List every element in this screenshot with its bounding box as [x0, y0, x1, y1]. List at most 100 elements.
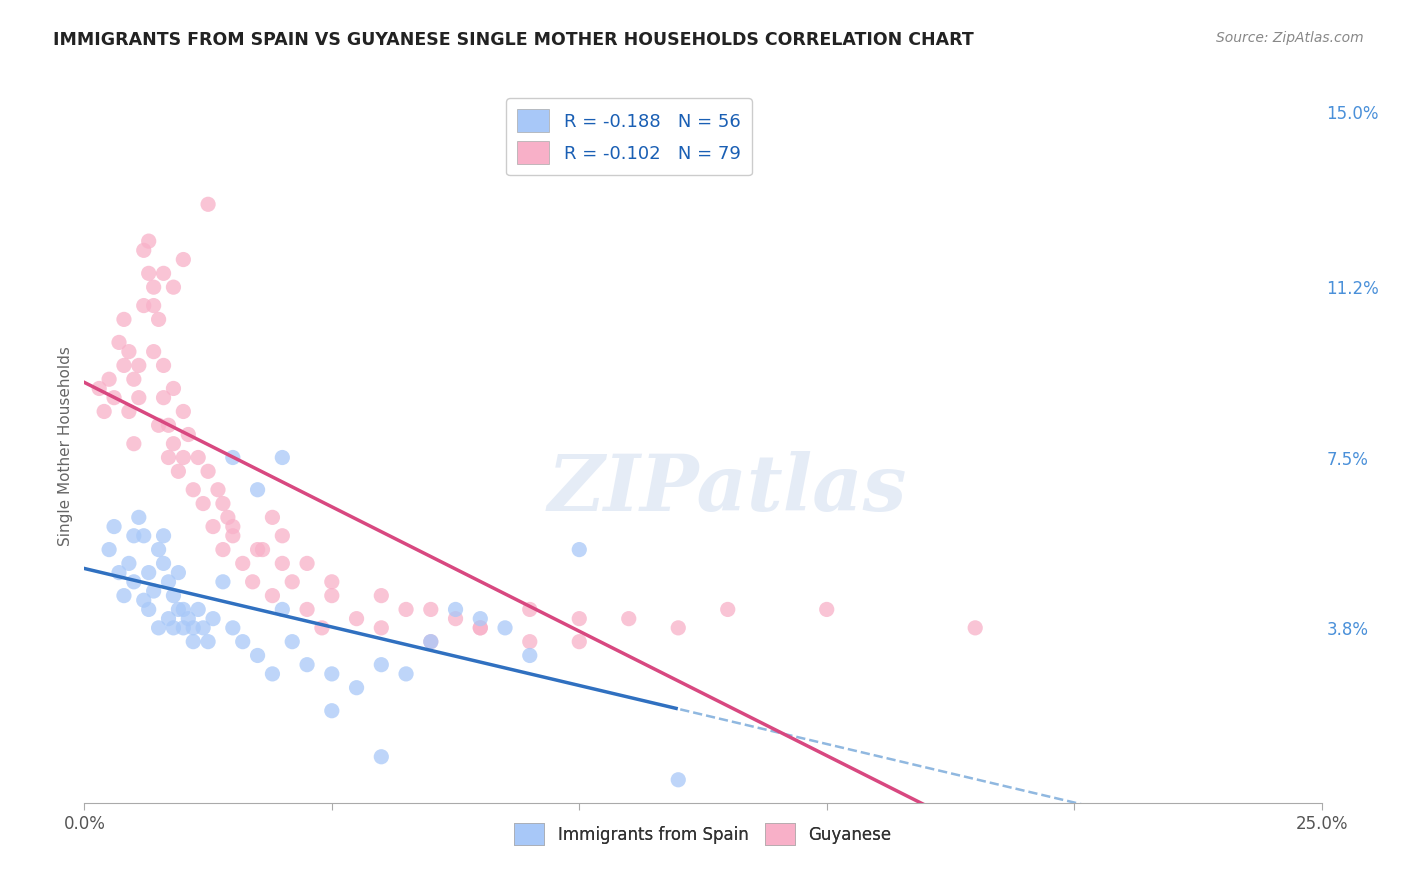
- Point: [142, 280, 165, 294]
- Point: [295, 557, 318, 571]
- Point: [162, 589, 184, 603]
- Point: [89, 381, 111, 395]
- Point: [232, 634, 254, 648]
- Point: [295, 602, 318, 616]
- Point: [262, 666, 284, 681]
- Point: [93, 404, 115, 418]
- Point: [246, 648, 269, 663]
- Point: [181, 483, 204, 497]
- Point: [191, 497, 214, 511]
- Point: [172, 621, 194, 635]
- Point: [568, 542, 591, 557]
- Point: [122, 574, 145, 589]
- Point: [281, 574, 304, 589]
- Point: [519, 602, 541, 616]
- Point: [191, 621, 214, 635]
- Point: [222, 529, 245, 543]
- Point: [252, 542, 274, 557]
- Point: [246, 483, 269, 497]
- Point: [157, 418, 180, 433]
- Point: [162, 621, 184, 635]
- Point: [138, 266, 160, 280]
- Point: [281, 634, 304, 648]
- Point: [162, 381, 184, 395]
- Point: [98, 372, 121, 386]
- Legend: Immigrants from Spain, Guyanese: Immigrants from Spain, Guyanese: [508, 817, 898, 852]
- Point: [132, 529, 155, 543]
- Point: [419, 634, 441, 648]
- Point: [666, 772, 689, 787]
- Point: [212, 542, 235, 557]
- Point: [181, 621, 204, 635]
- Point: [162, 280, 184, 294]
- Point: [132, 299, 155, 313]
- Text: Source: ZipAtlas.com: Source: ZipAtlas.com: [1216, 31, 1364, 45]
- Point: [444, 612, 467, 626]
- Point: [246, 542, 269, 557]
- Point: [142, 299, 165, 313]
- Point: [187, 602, 209, 616]
- Point: [202, 519, 225, 533]
- Point: [295, 657, 318, 672]
- Point: [148, 542, 170, 557]
- Point: [207, 483, 229, 497]
- Point: [172, 602, 194, 616]
- Point: [419, 602, 441, 616]
- Point: [142, 344, 165, 359]
- Point: [122, 372, 145, 386]
- Point: [717, 602, 740, 616]
- Point: [118, 344, 141, 359]
- Point: [103, 519, 125, 533]
- Point: [346, 612, 368, 626]
- Point: [112, 589, 135, 603]
- Point: [98, 542, 121, 557]
- Point: [370, 657, 392, 672]
- Point: [157, 450, 180, 465]
- Point: [419, 634, 441, 648]
- Point: [122, 529, 145, 543]
- Point: [815, 602, 838, 616]
- Point: [142, 584, 165, 599]
- Point: [217, 510, 239, 524]
- Point: [148, 621, 170, 635]
- Point: [519, 648, 541, 663]
- Point: [965, 621, 987, 635]
- Point: [177, 612, 200, 626]
- Point: [197, 464, 219, 478]
- Text: ZIPatlas: ZIPatlas: [548, 450, 907, 527]
- Point: [118, 557, 141, 571]
- Point: [148, 312, 170, 326]
- Point: [157, 612, 180, 626]
- Point: [271, 557, 294, 571]
- Point: [271, 450, 294, 465]
- Point: [118, 404, 141, 418]
- Point: [112, 312, 135, 326]
- Point: [157, 574, 180, 589]
- Point: [222, 519, 245, 533]
- Point: [172, 450, 194, 465]
- Point: [395, 666, 418, 681]
- Point: [108, 566, 131, 580]
- Point: [370, 621, 392, 635]
- Point: [152, 359, 174, 373]
- Point: [321, 704, 343, 718]
- Point: [222, 621, 245, 635]
- Point: [470, 621, 492, 635]
- Point: [321, 574, 343, 589]
- Point: [321, 589, 343, 603]
- Point: [242, 574, 264, 589]
- Point: [167, 602, 190, 616]
- Point: [494, 621, 516, 635]
- Point: [271, 602, 294, 616]
- Point: [152, 529, 174, 543]
- Point: [152, 557, 174, 571]
- Point: [212, 574, 235, 589]
- Point: [128, 391, 150, 405]
- Point: [167, 566, 190, 580]
- Text: IMMIGRANTS FROM SPAIN VS GUYANESE SINGLE MOTHER HOUSEHOLDS CORRELATION CHART: IMMIGRANTS FROM SPAIN VS GUYANESE SINGLE…: [53, 31, 974, 49]
- Point: [519, 634, 541, 648]
- Y-axis label: Single Mother Households: Single Mother Households: [58, 346, 73, 546]
- Point: [138, 566, 160, 580]
- Point: [103, 391, 125, 405]
- Point: [232, 557, 254, 571]
